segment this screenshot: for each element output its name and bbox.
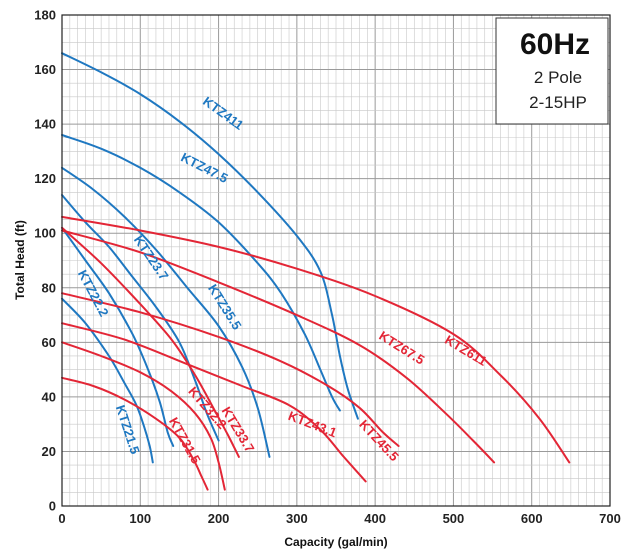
y-tick-labels: 0 20 40 60 80 100 120 140 160 180 (34, 8, 56, 514)
plot-frame (61, 14, 611, 507)
curve-ktz22-2 (61, 226, 175, 447)
y-tick-label: 80 (42, 280, 56, 295)
y-tick-label: 40 (42, 389, 56, 404)
x-tick-label: 600 (521, 511, 543, 526)
x-tick-label: 400 (364, 511, 386, 526)
curve-ktz47-5 (61, 134, 341, 412)
curve-ktz23-7 (61, 194, 220, 442)
curve-ktz411 (61, 52, 359, 420)
y-tick-label: 180 (34, 8, 56, 23)
y-tick-label: 120 (34, 171, 56, 186)
pump-curves (61, 52, 571, 491)
y-tick-label: 160 (34, 62, 56, 77)
x-tick-label: 200 (208, 511, 230, 526)
curve-ktz33-7 (61, 226, 240, 458)
info-box: 60Hz 2 Pole 2-15HP (495, 17, 609, 125)
curve-ktz611 (61, 215, 571, 464)
curve-ktz35-5 (61, 166, 271, 458)
curve-ktz43-1 (61, 322, 367, 483)
curve-ktz21-5 (61, 297, 154, 464)
curve-ktz32-2 (61, 341, 226, 491)
x-tick-label: 500 (443, 511, 465, 526)
x-tick-labels: 0 100 200 300 400 500 600 700 (58, 511, 620, 526)
y-tick-label: 100 (34, 226, 56, 241)
y-tick-label: 0 (49, 499, 56, 514)
curve-ktz67-5 (61, 229, 496, 464)
y-tick-label: 140 (34, 117, 56, 132)
curve-ktz45-5 (61, 292, 400, 447)
x-tick-label: 0 (58, 511, 65, 526)
y-tick-label: 20 (42, 444, 56, 459)
x-tick-label: 300 (286, 511, 308, 526)
curve-ktz31-5 (61, 376, 209, 491)
frequency-label: 60Hz (520, 28, 590, 61)
power-label: 2-15HP (529, 93, 587, 112)
y-tick-label: 60 (42, 335, 56, 350)
pole-label: 2 Pole (534, 68, 582, 87)
x-tick-label: 100 (129, 511, 151, 526)
x-tick-label: 700 (599, 511, 621, 526)
info-box-frame (495, 17, 609, 125)
y-axis-title: Total Head (ft) (13, 220, 27, 300)
x-axis-title: Capacity (gal/min) (284, 535, 387, 549)
